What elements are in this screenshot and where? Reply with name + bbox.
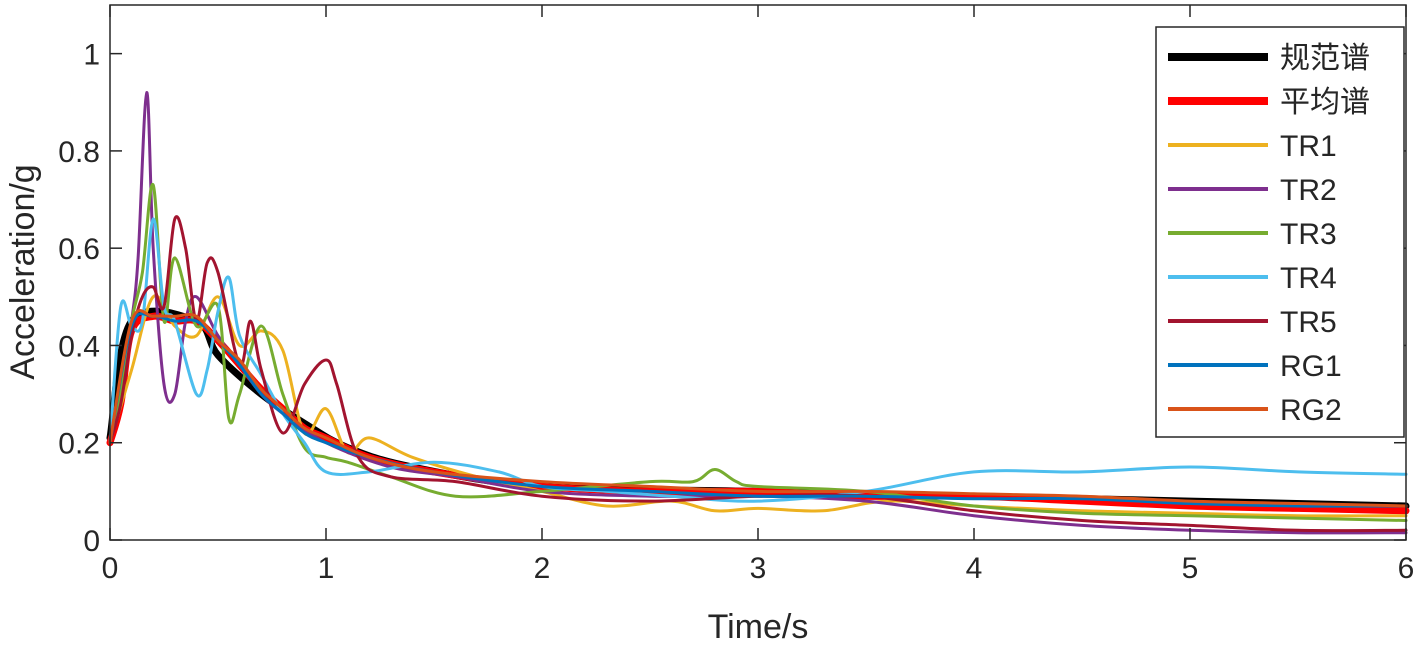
x-tick-label: 1 [318, 552, 335, 585]
x-tick-label: 2 [534, 552, 551, 585]
series-line-9 [108, 309, 1408, 508]
legend-label-6: TR4 [1280, 262, 1337, 295]
legend-label-8: RG1 [1280, 350, 1342, 383]
legend-label-9: RG2 [1280, 394, 1342, 427]
series-line-6 [108, 217, 1408, 503]
y-tick-label: 0.6 [58, 233, 100, 266]
x-tick-label: 5 [1182, 552, 1199, 585]
y-tick-label: 0 [83, 525, 100, 558]
y-tick-label: 0.4 [58, 330, 100, 363]
x-axis-label: Time/s [708, 608, 809, 645]
legend-label-5: TR3 [1280, 218, 1337, 251]
legend-label-4: TR2 [1280, 174, 1337, 207]
x-tick-label: 6 [1398, 552, 1415, 585]
series-layer [106, 90, 1410, 535]
y-tick-label: 1 [83, 39, 100, 72]
legend-label-1: 规范谱 [1280, 42, 1370, 75]
legend-label-7: TR5 [1280, 306, 1337, 339]
legend-label-2: 平均谱 [1280, 86, 1370, 119]
x-tick-label: 0 [102, 552, 119, 585]
y-tick-label: 0.8 [58, 136, 100, 169]
series-line-7 [108, 215, 1408, 533]
x-tick-label: 3 [750, 552, 767, 585]
legend-label-3: TR1 [1280, 130, 1337, 163]
y-tick-label: 0.2 [58, 428, 100, 461]
tick-layer: 0 1 2 3 4 5 6 0 0.2 0.4 0.6 0.8 1 [58, 5, 1414, 585]
x-tick-label: 4 [966, 552, 983, 585]
y-axis-label: Acceleration/g [4, 164, 42, 379]
